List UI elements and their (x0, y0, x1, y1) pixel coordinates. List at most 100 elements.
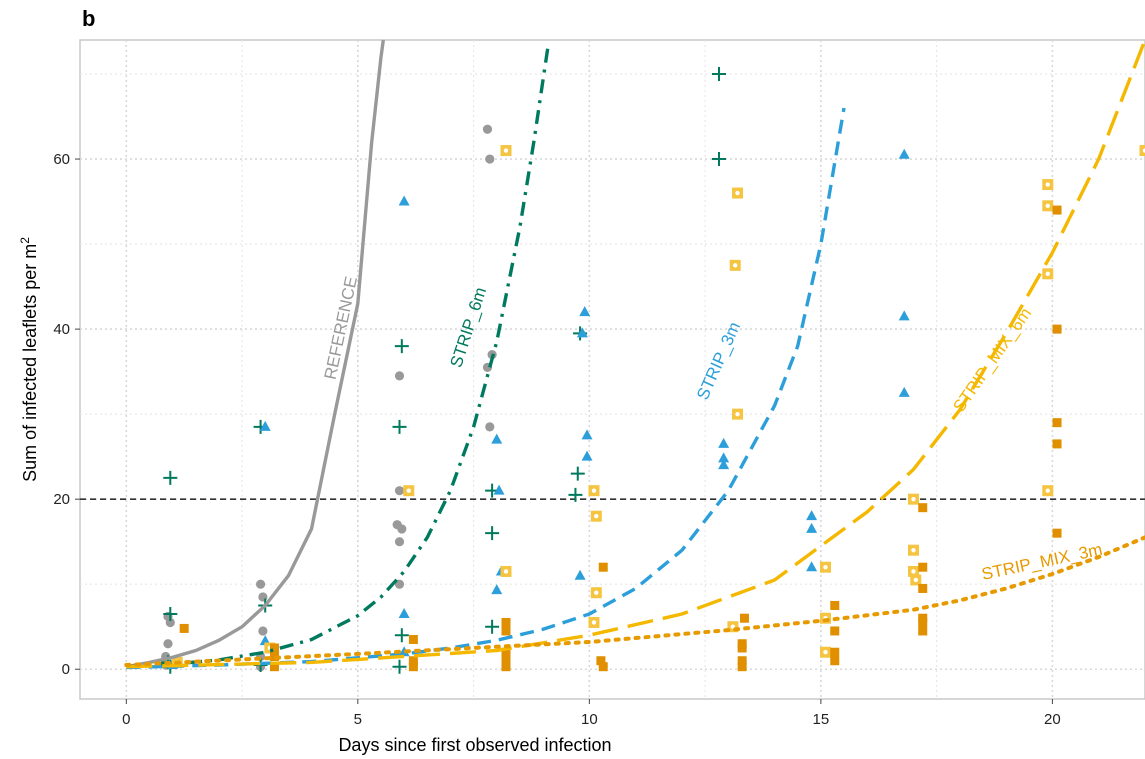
data-point-dot (823, 565, 828, 570)
data-point (737, 639, 747, 649)
data-point (163, 639, 173, 649)
data-point (255, 579, 266, 589)
data-point (737, 656, 747, 666)
data-point (259, 420, 271, 431)
curve-strip-6m (126, 48, 550, 669)
data-point (1052, 439, 1062, 449)
data-point (737, 662, 747, 672)
data-point (501, 662, 511, 672)
data-point (501, 656, 511, 666)
data-point (1052, 418, 1062, 428)
data-point-dot (594, 590, 599, 595)
data-point (918, 583, 928, 593)
data-point (258, 626, 268, 636)
data-point (588, 485, 600, 497)
data-point (501, 626, 511, 636)
data-point (576, 327, 588, 338)
data-point (485, 422, 495, 432)
curve-reference (125, 39, 385, 669)
data-point (392, 520, 402, 530)
data-point (590, 587, 602, 599)
data-point (898, 148, 910, 159)
data-point (918, 613, 928, 623)
y-tick-label: 0 (62, 661, 70, 678)
data-point (732, 408, 744, 420)
data-point (394, 628, 409, 643)
x-axis-ticks: 0 5 10 15 20 (122, 699, 1061, 728)
data-point-dot (735, 411, 740, 417)
data-point-dot (1045, 488, 1050, 493)
data-point-dot (735, 190, 740, 196)
data-point (1042, 268, 1054, 280)
x-tick-label: 0 (122, 711, 130, 728)
data-point-body (1139, 145, 1145, 157)
series-strip-3m (167, 148, 910, 669)
data-point-dot (591, 488, 597, 493)
data-point (398, 607, 410, 618)
plot-area (79, 39, 1145, 700)
data-point (491, 584, 503, 595)
data-point (1052, 324, 1062, 334)
data-point (830, 626, 840, 636)
curve-strip-mix-6m (126, 39, 1145, 669)
data-point (501, 617, 511, 627)
data-point (163, 606, 178, 621)
data-point (568, 487, 583, 502)
data-point (898, 310, 910, 321)
series-strip-mix-6m (171, 145, 1145, 668)
data-point (718, 459, 730, 470)
data-point (574, 569, 586, 580)
data-point-dot (733, 263, 738, 268)
data-point (408, 662, 418, 672)
data-point (712, 67, 726, 82)
y-tick-label: 40 (53, 321, 70, 338)
data-point (269, 643, 279, 653)
y-axis-title-superscript: 2 (18, 237, 32, 244)
data-point (898, 386, 910, 397)
panel-label: b (82, 6, 95, 31)
data-point (392, 659, 407, 674)
data-point (1042, 485, 1054, 497)
data-point (482, 124, 493, 134)
x-tick-label: 5 (354, 711, 362, 728)
data-point (910, 574, 922, 586)
data-point (598, 662, 608, 672)
data-point (918, 562, 928, 572)
data-point-dot (823, 650, 828, 655)
y-tick-label: 60 (53, 151, 70, 168)
data-point (493, 484, 505, 495)
data-point (392, 419, 407, 434)
data-point (732, 187, 744, 199)
y-tick-label: 20 (53, 491, 70, 508)
data-point (1042, 179, 1054, 191)
curve-strip-3m (126, 107, 846, 670)
data-point (1052, 528, 1062, 538)
data-point-dot (1045, 203, 1050, 209)
data-point-dot (1045, 182, 1050, 187)
data-point (1042, 200, 1054, 212)
data-point (269, 651, 279, 661)
x-tick-label: 15 (813, 711, 830, 728)
data-point (581, 429, 593, 440)
data-point (598, 562, 608, 572)
data-points (160, 67, 1145, 674)
curve-strip-mix-3m (124, 535, 1145, 667)
data-point (570, 466, 585, 481)
data-point (729, 259, 741, 271)
data-point (1139, 145, 1145, 157)
data-point-dot (591, 620, 597, 625)
data-point (408, 656, 418, 666)
data-point (179, 623, 189, 633)
data-point (820, 561, 831, 573)
y-axis-title: Sum of infected leaflets per m2 (18, 237, 40, 482)
data-point (394, 579, 405, 589)
data-point (269, 662, 279, 672)
series-strip-mix-3m (179, 205, 1062, 672)
y-axis-title-main: Sum of infected leaflets per m (20, 244, 40, 482)
data-point (485, 526, 500, 541)
x-tick-label: 10 (581, 711, 598, 728)
data-point-dot (913, 577, 918, 583)
data-point (907, 544, 919, 556)
data-point (485, 154, 495, 164)
